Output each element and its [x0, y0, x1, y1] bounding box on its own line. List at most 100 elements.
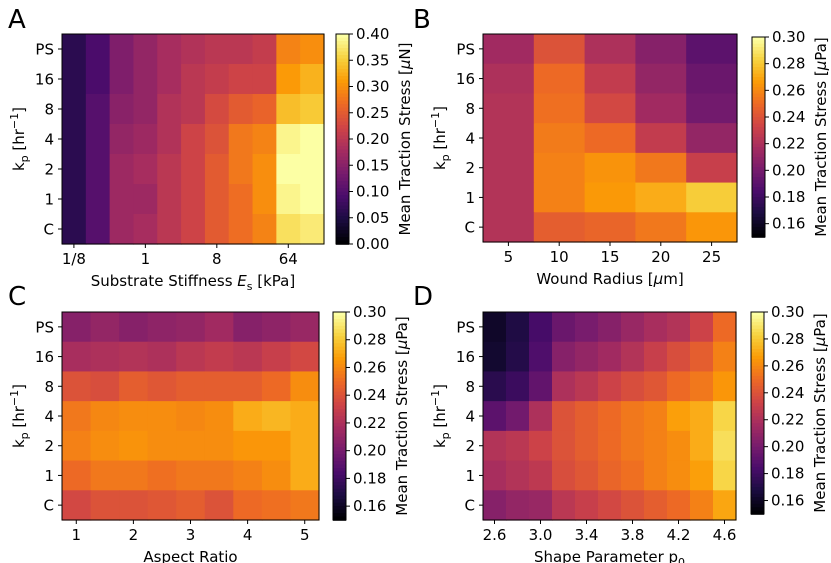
heatmap-cell — [506, 490, 530, 521]
colorbar-segment — [752, 197, 765, 202]
heatmap-cell — [635, 63, 687, 95]
colorbar-label: Mean Traction Stress [μPa] — [393, 316, 411, 515]
heatmap-cell — [506, 430, 530, 462]
heatmap-cell — [181, 124, 206, 155]
y-tick-label: 4 — [465, 130, 475, 148]
colorbar-segment — [336, 156, 349, 161]
colorbar-segment — [751, 487, 764, 492]
colorbar-tick-label: 0.20 — [772, 161, 805, 179]
y-tick-label: 16 — [456, 70, 475, 88]
y-tick-label: 2 — [465, 437, 475, 455]
colorbar-segment — [752, 63, 765, 68]
colorbar-segment — [333, 391, 346, 396]
colorbar-segment — [751, 402, 764, 408]
heatmap-cell — [85, 124, 111, 155]
colorbar-segment — [751, 362, 764, 367]
heatmap-cell — [176, 460, 206, 491]
heatmap-cell — [667, 490, 691, 521]
colorbar-segment — [333, 350, 346, 355]
heatmap-cell — [181, 214, 206, 245]
colorbar-segment — [752, 93, 765, 98]
heatmap-cell — [119, 371, 149, 402]
colorbar-segment — [752, 140, 765, 145]
colorbar-segment — [752, 150, 765, 155]
colorbar-segment — [333, 468, 346, 473]
heatmap-cell — [621, 401, 645, 432]
heatmap-cell — [584, 212, 636, 243]
y-axis-label: kp [hr−1] — [8, 384, 31, 448]
heatmap-cell — [529, 490, 553, 521]
heatmap-cell — [204, 341, 234, 373]
colorbar-segment — [751, 328, 764, 333]
colorbar-segment — [333, 447, 346, 452]
heatmap-cell — [552, 312, 576, 343]
y-tick-label: 8 — [465, 100, 475, 118]
colorbar-segment — [752, 43, 765, 48]
heatmap-cell — [552, 341, 576, 373]
colorbar-segment — [752, 60, 765, 65]
colorbar-segment — [751, 322, 764, 327]
y-axis-label: kp [hr−1] — [429, 384, 452, 448]
heatmap-cell — [686, 34, 738, 65]
heatmap-cell — [109, 34, 135, 65]
colorbar-segment — [336, 188, 349, 193]
heatmap-cell — [575, 312, 599, 343]
heatmap-cell — [147, 430, 177, 462]
heatmap-cell — [261, 490, 292, 521]
heatmap-cell — [133, 34, 158, 65]
colorbar-segment — [752, 170, 765, 175]
colorbar: 0.16 0.18 0.20 0.22 0.24 0.26 0.28 0.30 Mean Tra… — [332, 303, 411, 521]
x-tick-label: 1 — [72, 526, 82, 544]
colorbar-segment — [336, 163, 349, 168]
colorbar-tick-label: 0.28 — [772, 55, 805, 73]
colorbar: 0.16 0.18 0.20 0.22 0.24 0.26 0.28 0.30 Mean Tra… — [751, 28, 830, 238]
colorbar-segment — [333, 506, 346, 511]
colorbar-segment — [751, 480, 764, 485]
colorbar-segment — [751, 476, 764, 482]
colorbar-segment — [751, 433, 764, 438]
colorbar-segment — [751, 332, 764, 337]
y-tick-label: 2 — [44, 161, 54, 179]
heatmap-cell — [176, 312, 206, 343]
heatmap-cell — [644, 371, 668, 402]
heatmap-cell — [552, 430, 576, 462]
heatmap-cell — [483, 63, 535, 95]
colorbar-segment — [751, 375, 764, 381]
colorbar-segment — [333, 433, 346, 438]
colorbar-segment — [333, 367, 346, 372]
colorbar-segment — [336, 223, 349, 228]
heatmap-cell — [533, 34, 586, 65]
heatmap-cell — [483, 312, 507, 343]
colorbar-segment — [336, 86, 349, 91]
colorbar-segment — [336, 44, 349, 49]
colorbar-segment — [336, 55, 349, 60]
colorbar-segment — [752, 90, 765, 95]
panel-label-b: B — [413, 5, 431, 35]
colorbar-segment — [752, 80, 765, 85]
heatmap-cell — [147, 401, 177, 432]
colorbar-segment — [333, 419, 346, 424]
heatmap-cell — [109, 124, 135, 155]
colorbar-segment — [336, 177, 349, 182]
x-axis-label: Shape Parameter p0 — [534, 548, 685, 563]
colorbar-segment — [336, 128, 349, 133]
heatmap-cell — [690, 341, 714, 373]
colorbar-segment — [333, 416, 346, 421]
heatmap-cell — [667, 341, 691, 373]
heatmap-cell — [552, 460, 576, 491]
heatmap-cell — [261, 401, 292, 432]
heatmap-cell — [90, 401, 120, 432]
heatmap-cell — [635, 123, 687, 154]
colorbar-segment — [752, 143, 765, 148]
colorbar-segment — [333, 318, 346, 324]
colorbar-tick-label: 0.22 — [772, 135, 805, 153]
heatmap-cell — [157, 154, 182, 185]
colorbar-frame — [751, 36, 766, 238]
heatmap-cell — [483, 401, 507, 432]
x-axis-label: Wound Radius [μm] — [536, 270, 683, 288]
heatmap-cell — [529, 460, 553, 491]
colorbar-segment — [752, 120, 765, 125]
heatmap-cell — [204, 490, 234, 521]
colorbar-segment — [752, 40, 765, 45]
